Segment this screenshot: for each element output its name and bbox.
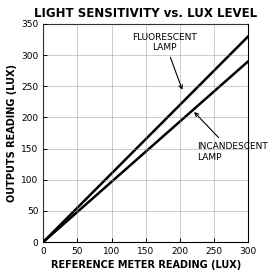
Y-axis label: OUTPUTS READING (LUX): OUTPUTS READING (LUX) xyxy=(7,64,17,202)
Title: LIGHT SENSITIVITY vs. LUX LEVEL: LIGHT SENSITIVITY vs. LUX LEVEL xyxy=(34,7,257,20)
X-axis label: REFERENCE METER READING (LUX): REFERENCE METER READING (LUX) xyxy=(51,260,241,270)
Text: INCANDESCENT
LAMP: INCANDESCENT LAMP xyxy=(195,113,268,162)
Text: FLUORESCENT
LAMP: FLUORESCENT LAMP xyxy=(132,32,197,89)
